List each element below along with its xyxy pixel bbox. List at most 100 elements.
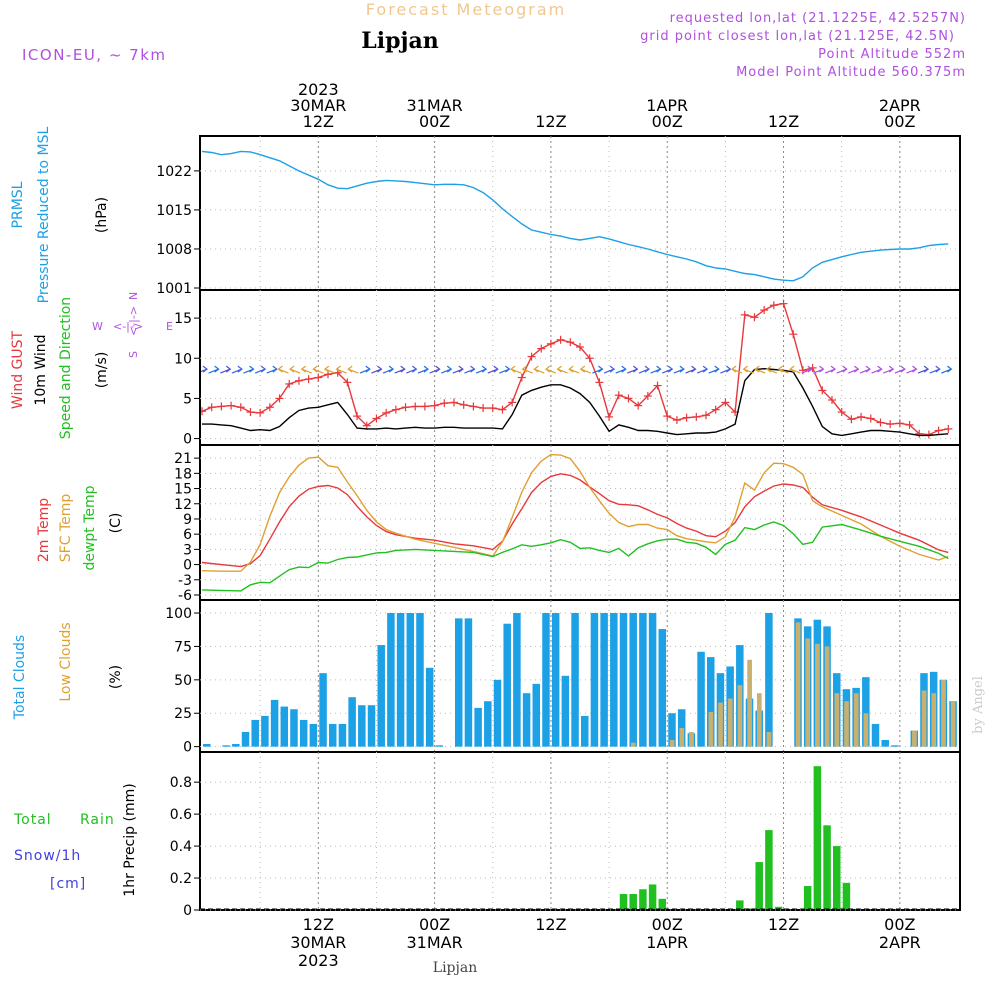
panel-plot-area	[201, 766, 959, 909]
y-tick-label: 50	[174, 673, 192, 689]
y-tick-label: 3	[183, 542, 192, 558]
gust-marker	[527, 352, 536, 361]
gust-marker	[760, 306, 769, 315]
y-tick-label: -3	[178, 573, 192, 589]
snow-unit: [cm]	[50, 876, 86, 892]
wind-arrow-head	[260, 365, 267, 373]
wind-arrow-head	[510, 365, 516, 373]
cloud-bar-total	[358, 705, 366, 747]
gust-marker	[256, 408, 265, 417]
wind-direction-arrow	[452, 365, 464, 374]
wind-direction-arrow	[929, 365, 941, 374]
cloud-bar-total	[396, 613, 405, 747]
wind-direction-arrow	[720, 365, 732, 374]
wind-direction-arrow	[836, 365, 848, 374]
cloud-bar-total	[387, 613, 395, 747]
panel-frame	[199, 289, 961, 446]
wind-arrow-head	[912, 365, 918, 373]
cloud-bar-total	[348, 697, 356, 747]
wind-arrow-head	[644, 365, 650, 373]
gust-marker	[566, 338, 575, 347]
cloud-bar-total	[290, 709, 298, 747]
wind-direction-arrow	[487, 365, 499, 374]
gust-marker	[459, 400, 468, 409]
cloud-bar-total	[765, 613, 773, 747]
bottom-time-label: 2APR	[879, 933, 921, 952]
wind-arrow-head	[679, 365, 685, 373]
cloud-bar-low	[747, 659, 752, 747]
bottom-time-label: 12Z	[535, 915, 566, 934]
y-tick-label: 1015	[156, 203, 192, 219]
cloud-bar-total	[871, 723, 880, 747]
wind-direction-arrow	[220, 365, 232, 374]
top-time-label: 2023	[298, 80, 339, 99]
gust-marker	[847, 415, 856, 424]
top-time-label: 2APR	[879, 96, 921, 115]
precip-bar	[619, 894, 628, 909]
wind-arrow-head	[435, 365, 441, 373]
gust-marker	[818, 386, 827, 395]
gust-marker	[227, 401, 236, 410]
cloud-bar-low	[669, 739, 675, 747]
wind-direction-arrow	[871, 365, 883, 374]
cloud-bar-total	[280, 706, 289, 747]
wind-direction-arrow	[499, 365, 511, 374]
cloud-bar-total	[464, 618, 473, 747]
wind-direction-arrow	[406, 365, 418, 374]
gust-marker	[304, 375, 313, 384]
cloud-bar-low	[950, 701, 956, 747]
cloud-bar-total	[639, 613, 647, 747]
y-tick-label: 21	[174, 451, 192, 467]
cloud-bar-total	[484, 701, 492, 747]
bottom-time-label: 2023	[298, 951, 339, 970]
wind-arrow-head	[347, 365, 353, 373]
cloud-bar-total	[435, 745, 444, 747]
wind-arrow-head	[365, 365, 371, 373]
wind-direction-arrow	[533, 365, 545, 374]
compass-north: N	[127, 292, 140, 300]
top-time-label: 00Z	[884, 112, 915, 131]
temp-2m-label: 2m Temp	[36, 498, 52, 562]
gust-marker	[779, 299, 788, 308]
gust-marker	[750, 313, 759, 322]
cloud-bar-total	[581, 715, 589, 747]
wind-arrow-head	[202, 365, 208, 373]
y-tick-label: 1001	[156, 281, 192, 297]
y-tick-label: 1022	[156, 164, 192, 180]
wind-arrow-head	[621, 365, 627, 373]
wind-arrow-head	[789, 365, 795, 373]
cloud-bar-total	[648, 613, 657, 747]
gust-marker	[382, 408, 391, 417]
cloud-bar-total	[232, 743, 240, 747]
y-tick-label: 12	[174, 497, 192, 513]
wind-arrow-head	[493, 365, 499, 373]
wind-direction-arrow	[394, 365, 406, 374]
requested-coords: requested lon,lat (21.1225E, 42.5257N)	[670, 11, 966, 26]
precip-bar	[755, 862, 763, 909]
wind-direction-arrow	[544, 365, 557, 374]
y-tick-label: 0	[183, 558, 192, 574]
gust-marker	[556, 335, 565, 344]
bottom-time-label: 12Z	[768, 915, 799, 934]
gust-marker	[546, 339, 555, 348]
wind-arrow-head	[598, 365, 604, 373]
wind-arrow-head	[888, 365, 895, 373]
wind-direction-arrow	[371, 365, 383, 374]
wind-direction-arrow	[208, 365, 220, 374]
wind-arrow-head	[691, 365, 697, 373]
wind-arrow-head	[754, 365, 760, 373]
cloud-bar-low	[921, 690, 927, 747]
panel-plot-area	[203, 613, 957, 747]
panel-plot-area	[201, 453, 949, 592]
wind-direction-arrow	[801, 365, 813, 374]
cloud-bar-low	[931, 693, 937, 747]
gust-marker	[508, 398, 517, 407]
y-tick-label: 15	[174, 311, 192, 327]
wind-direction-arrow	[277, 365, 289, 374]
gust-marker	[769, 301, 778, 310]
cloud-bar-low	[834, 693, 840, 747]
cloud-bar-total	[668, 713, 676, 747]
wind-arrow-head	[726, 365, 732, 373]
wind-arrow-head	[842, 365, 848, 373]
